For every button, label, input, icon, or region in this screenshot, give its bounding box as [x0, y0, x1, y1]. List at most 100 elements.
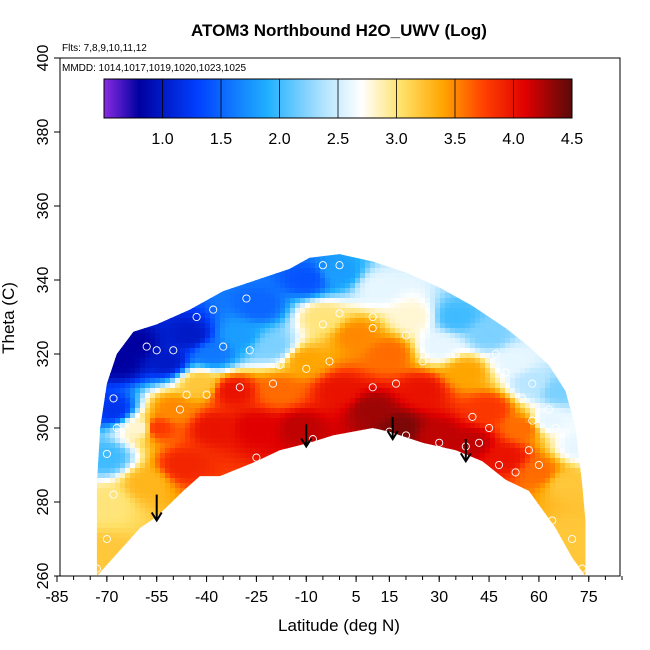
heatmap-cell: [140, 538, 146, 544]
heatmap-cell: [60, 343, 66, 349]
heatmap-cell: [70, 173, 76, 179]
heatmap-cell: [300, 388, 306, 394]
heatmap-cell: [260, 358, 266, 364]
heatmap-cell: [330, 298, 336, 304]
heatmap-cell: [115, 183, 121, 189]
heatmap-cell: [150, 393, 156, 399]
heatmap-cell: [70, 228, 76, 234]
heatmap-cell: [135, 398, 141, 404]
heatmap-cell: [255, 263, 261, 269]
heatmap-cell: [215, 328, 221, 334]
heatmap-cell: [96, 348, 101, 354]
heatmap-cell: [300, 533, 306, 539]
heatmap-cell: [270, 193, 276, 199]
heatmap-cell: [260, 254, 266, 259]
heatmap-cell: [65, 478, 71, 484]
heatmap-cell: [275, 388, 281, 394]
heatmap-cell: [125, 254, 131, 259]
heatmap-cell: [250, 428, 256, 434]
heatmap-cell: [220, 423, 226, 429]
heatmap-cell: [205, 483, 211, 489]
heatmap-cell: [245, 198, 251, 204]
heatmap-cell: [105, 254, 111, 259]
heatmap-cell: [175, 558, 181, 564]
heatmap-cell: [320, 158, 326, 164]
heatmap-cell: [240, 343, 246, 349]
heatmap-cell: [215, 203, 221, 209]
heatmap-cell: [165, 543, 171, 549]
heatmap-cell: [95, 188, 101, 194]
heatmap-cell: [295, 398, 301, 404]
heatmap-cell: [245, 143, 251, 149]
heatmap-cell: [255, 173, 261, 179]
heatmap-cell: [265, 183, 271, 189]
heatmap-cell: [105, 193, 111, 199]
heatmap-cell: [195, 303, 201, 309]
heatmap-cell: [150, 528, 156, 534]
heatmap-cell: [120, 218, 126, 224]
heatmap-cell: [95, 233, 101, 239]
heatmap-cell: [70, 193, 76, 199]
heatmap-cell: [85, 253, 91, 259]
heatmap-cell: [70, 403, 76, 409]
heatmap-cell: [150, 403, 156, 409]
heatmap-cell: [80, 298, 86, 304]
heatmap-cell: [125, 368, 131, 374]
heatmap-cell: [190, 488, 196, 494]
heatmap-cell: [270, 463, 276, 469]
heatmap-cell: [255, 473, 261, 479]
heatmap-cell: [130, 493, 136, 499]
heatmap-cell: [145, 308, 151, 314]
heatmap-cell: [315, 178, 321, 184]
heatmap-cell: [295, 138, 301, 144]
heatmap-cell: [245, 268, 251, 274]
heatmap-cell: [90, 253, 96, 259]
heatmap-cell: [145, 233, 151, 239]
heatmap-cell: [335, 318, 341, 324]
heatmap-cell: [275, 498, 281, 504]
heatmap-cell: [220, 488, 226, 494]
heatmap-cell: [100, 388, 106, 394]
heatmap-cell: [80, 358, 86, 364]
heatmap-cell: [205, 433, 211, 439]
heatmap-cell: [60, 228, 66, 234]
heatmap-cell: [160, 183, 166, 189]
heatmap-cell: [285, 443, 291, 449]
heatmap-cell: [255, 273, 261, 279]
heatmap-cell: [165, 168, 171, 174]
heatmap-cell: [180, 268, 186, 274]
heatmap-cell: [185, 368, 191, 374]
heatmap-cell: [170, 523, 176, 529]
heatmap-cell: [290, 423, 296, 429]
heatmap-cell: [270, 158, 276, 164]
heatmap-cell: [330, 473, 336, 479]
heatmap-cell: [200, 568, 206, 574]
heatmap-cell: [205, 533, 211, 539]
heatmap-cell: [260, 313, 266, 319]
heatmap-cell: [180, 548, 186, 554]
heatmap-cell: [175, 153, 181, 159]
heatmap-cell: [265, 413, 271, 419]
heatmap-cell: [320, 298, 326, 304]
heatmap-cell: [295, 483, 301, 489]
heatmap-cell: [105, 273, 111, 279]
heatmap-cell: [285, 228, 291, 234]
heatmap-cell: [245, 188, 251, 194]
heatmap-cell: [255, 398, 261, 404]
heatmap-cell: [90, 483, 96, 489]
heatmap-cell: [300, 203, 306, 209]
heatmap-cell: [290, 408, 296, 414]
heatmap-cell: [265, 443, 271, 449]
heatmap-cell: [225, 208, 231, 214]
heatmap-cell: [230, 188, 236, 194]
heatmap-cell: [135, 263, 141, 269]
heatmap-cell: [70, 318, 76, 324]
heatmap-cell: [110, 328, 116, 334]
heatmap-cell: [305, 368, 311, 374]
heatmap-cell: [265, 498, 271, 504]
heatmap-cell: [220, 168, 226, 174]
heatmap-cell: [265, 508, 271, 514]
heatmap-cell: [100, 378, 106, 384]
heatmap-cell: [60, 433, 66, 439]
heatmap-cell: [65, 263, 71, 269]
